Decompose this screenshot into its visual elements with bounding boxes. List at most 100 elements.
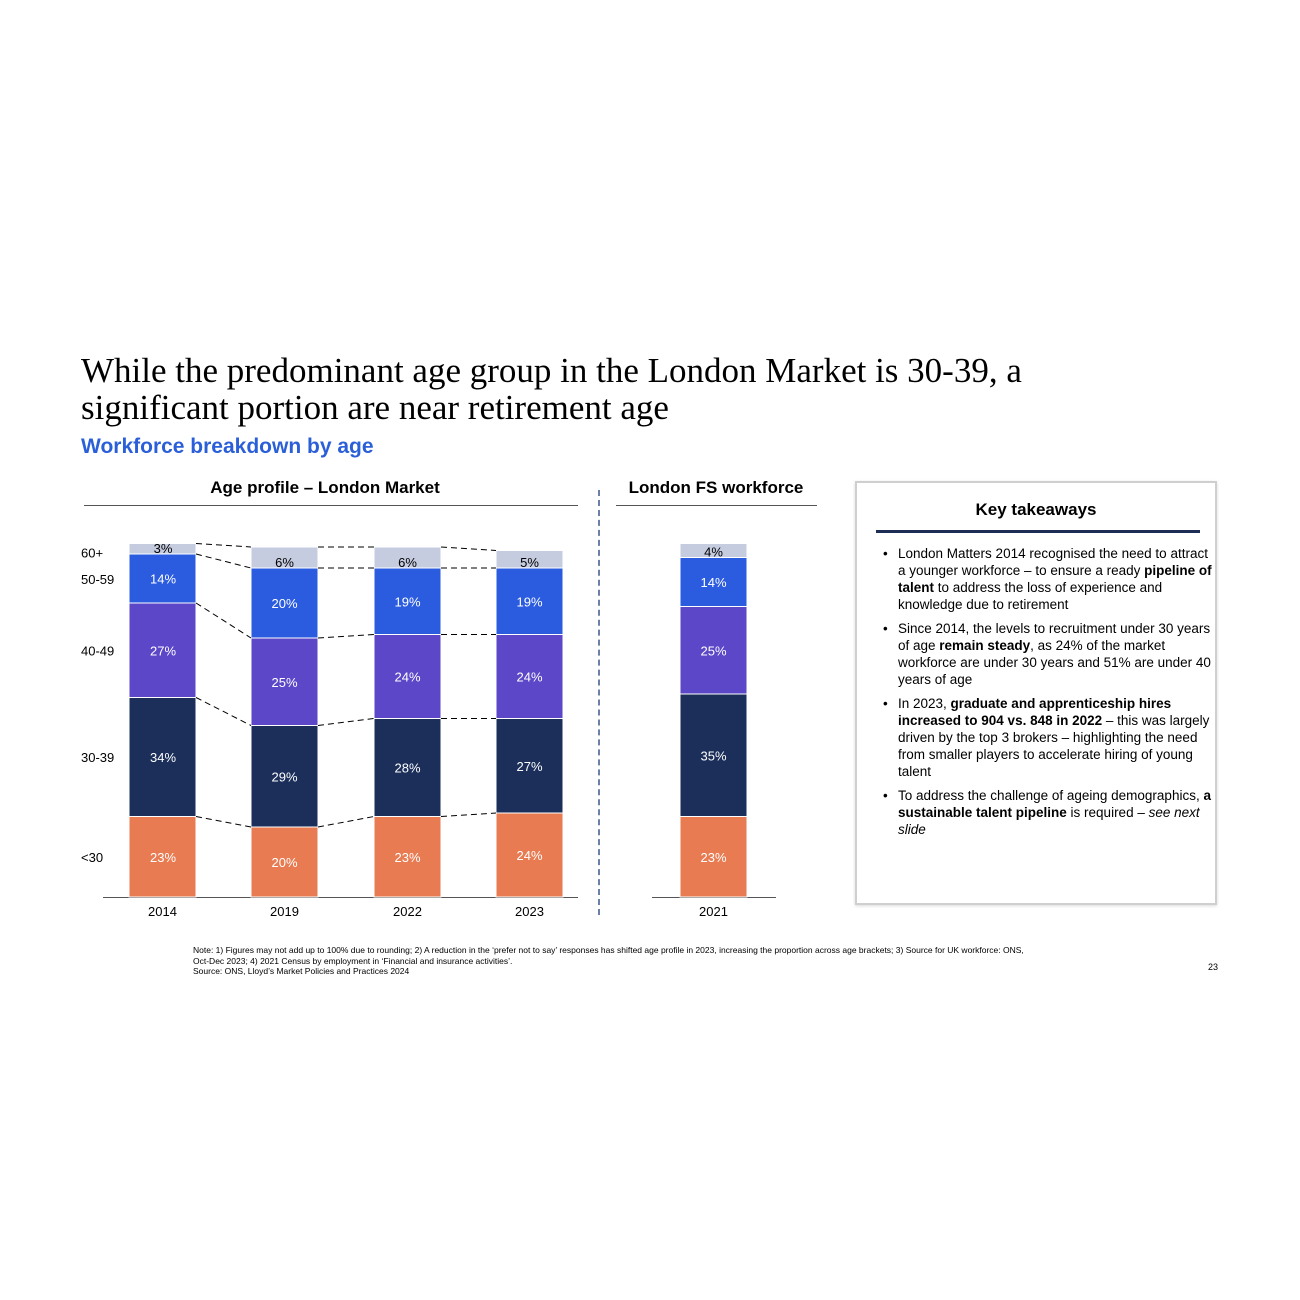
data-label: 23% <box>700 850 726 865</box>
page-title-line-1: While the predominant age group in the L… <box>81 351 1022 390</box>
footnotes: Note: 1) Figures may not add up to 100% … <box>193 945 1153 977</box>
x-tick-label: 2021 <box>699 904 728 919</box>
key-takeaways-rule <box>876 530 1200 533</box>
data-label: 34% <box>150 750 176 765</box>
data-label: 19% <box>516 594 542 609</box>
data-label: 6% <box>398 555 417 570</box>
data-label: 24% <box>516 670 542 685</box>
bar-segment-5059-2023 <box>495 567 564 635</box>
bar-segment-4049-2021 <box>679 606 748 695</box>
age-band-label: 30-39 <box>81 750 114 765</box>
data-label: 28% <box>394 761 420 776</box>
bar-segment-3039-2023 <box>495 718 564 814</box>
segment-connector <box>195 602 252 639</box>
data-label: 25% <box>271 675 297 690</box>
bar-segment-4049-2022 <box>373 634 442 719</box>
key-takeaways-heading: Key takeaways <box>975 500 1097 519</box>
takeaway-text: To address the challenge of ageing demog… <box>898 788 1204 803</box>
takeaway-text: a sustainable talent pipeline <box>898 788 1211 820</box>
segment-connector <box>195 543 252 548</box>
segment-connector <box>440 812 497 817</box>
data-label: 19% <box>394 594 420 609</box>
page-subtitle: Workforce breakdown by age <box>81 435 374 458</box>
data-label: 24% <box>516 848 542 863</box>
footnote-source: Source: ONS, Lloyd’s Market Policies and… <box>193 966 410 976</box>
bar-segment-4049-2019 <box>250 637 319 726</box>
takeaway-text: London Matters 2014 recognised the need … <box>898 546 1208 578</box>
age-band-label: 40-49 <box>81 643 114 658</box>
data-label: 25% <box>700 643 726 658</box>
page-title-line-2: significant portion are near retirement … <box>81 388 669 427</box>
bar-segment-3039-2019 <box>250 725 319 828</box>
bar-segment-5059-2021 <box>679 557 748 607</box>
x-tick-label: 2019 <box>270 904 299 919</box>
bar-segment-5059-2019 <box>250 567 319 639</box>
takeaway-text: Since 2014, the levels to recruitment un… <box>898 621 1211 653</box>
takeaway-item: To address the challenge of ageing demog… <box>883 787 1213 838</box>
data-label: 24% <box>394 670 420 685</box>
data-label: 20% <box>271 596 297 611</box>
data-label: 4% <box>704 545 723 560</box>
bar-segment-4049-2023 <box>495 634 564 719</box>
takeaway-text: graduate and apprenticeship hires increa… <box>898 696 1172 728</box>
page-number: 23 <box>1208 962 1219 972</box>
age-profile-title-rule <box>84 505 578 506</box>
key-takeaways-box: Key takeaways London Matters 2014 recogn… <box>855 481 1217 905</box>
data-label: 14% <box>700 575 726 590</box>
x-tick-label: 2023 <box>515 904 544 919</box>
takeaway-item: In 2023, graduate and apprenticeship hir… <box>883 695 1213 780</box>
footnote-line-1: Note: 1) Figures may not add up to 100% … <box>193 945 1024 955</box>
data-label: 6% <box>275 555 294 570</box>
takeaway-item: Since 2014, the levels to recruitment un… <box>883 620 1213 688</box>
segment-connector <box>195 553 252 569</box>
bar-segment-60-2019 <box>250 546 319 569</box>
fs-workforce-title-rule <box>616 505 817 506</box>
data-label: 29% <box>271 769 297 784</box>
segment-connector <box>317 718 375 726</box>
footnote-line-2: Oct-Dec 2023; 4) 2021 Census by employme… <box>193 955 513 966</box>
bar-segment-60-2014 <box>128 543 197 555</box>
takeaway-text: remain steady <box>939 638 1031 653</box>
bar-segment-30-2023 <box>495 812 564 898</box>
age-profile-panel-title: Age profile – London Market <box>210 478 440 497</box>
age-band-label: <30 <box>81 850 103 865</box>
page-title: While the predominant age group in the L… <box>81 352 1231 426</box>
age-band-label: 50-59 <box>81 572 114 587</box>
segment-connector <box>317 634 375 639</box>
takeaway-text: see next slide <box>898 805 1200 837</box>
segment-connector <box>440 546 497 551</box>
data-label: 14% <box>150 572 176 587</box>
takeaway-text: – this was largely driven by the top 3 b… <box>898 713 1210 779</box>
takeaway-text: pipeline of talent <box>898 563 1212 595</box>
takeaway-text: to address the loss of experience and kn… <box>898 580 1163 612</box>
panel-divider <box>598 490 600 915</box>
data-label: 23% <box>394 850 420 865</box>
age-band-label: 60+ <box>81 546 103 561</box>
segment-connector <box>195 697 252 726</box>
x-tick-label: 2014 <box>148 904 177 919</box>
bar-segment-60-2021 <box>679 543 748 558</box>
takeaway-text: In 2023, <box>898 696 951 711</box>
bar-segment-3039-2022 <box>373 718 442 817</box>
data-label: 5% <box>520 555 539 570</box>
key-takeaways-list: London Matters 2014 recognised the need … <box>879 545 1213 845</box>
data-label: 27% <box>150 643 176 658</box>
takeaway-item: London Matters 2014 recognised the need … <box>883 545 1213 613</box>
fs-workforce-panel-title: London FS workforce <box>628 478 804 497</box>
bar-segment-5059-2022 <box>373 567 442 635</box>
bar-segment-30-2022 <box>373 816 442 898</box>
x-tick-label: 2022 <box>393 904 422 919</box>
segment-connector <box>317 816 375 828</box>
data-label: 35% <box>700 748 726 763</box>
bar-segment-3039-2021 <box>679 693 748 817</box>
takeaway-text: is required – <box>1066 805 1149 820</box>
data-label: 20% <box>271 855 297 870</box>
bar-segment-5059-2014 <box>128 553 197 604</box>
segment-connector <box>195 816 252 828</box>
takeaway-text: , as 24% of the market workforce are und… <box>898 638 1211 687</box>
data-label: 27% <box>516 759 542 774</box>
data-label: 23% <box>150 850 176 865</box>
bar-segment-60-2023 <box>495 550 564 569</box>
bar-segment-30-2014 <box>128 816 197 898</box>
